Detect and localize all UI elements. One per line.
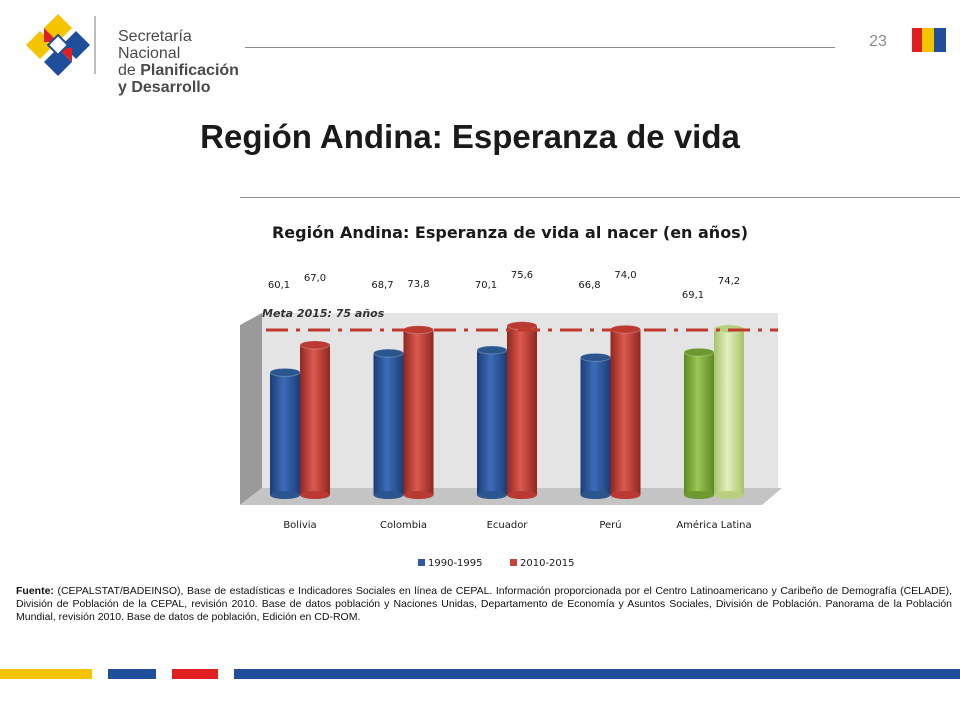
footer-bar-red — [172, 669, 218, 679]
value-label-america-latina-2010-2015: 74,2 — [718, 276, 740, 287]
footer-bar-blue-short — [108, 669, 156, 679]
value-label-bolivia-1990-1995: 60,1 — [268, 280, 290, 291]
value-label-colombia-1990-1995: 68,7 — [371, 280, 393, 291]
bar-bolivia-2010-2015 — [299, 340, 331, 499]
logo-emblem-icon — [26, 14, 90, 76]
bar-colombia-2010-2015 — [403, 325, 434, 499]
footer-bar-blue-long — [234, 669, 960, 679]
logo: Secretaría Nacional de Planificación y D… — [22, 12, 252, 96]
target-line-label: Meta 2015: 75 años — [262, 307, 385, 320]
category-label-peru: Perú — [599, 519, 621, 531]
legend-item-2010-2015: 2010-2015 — [510, 558, 575, 569]
title-divider — [240, 197, 960, 198]
value-label-peru-1990-1995: 66,8 — [578, 280, 600, 291]
chart-side-wall — [240, 313, 262, 505]
flag-stripe-yellow — [922, 28, 934, 52]
legend-swatch — [418, 559, 425, 566]
bar-ecuador-2010-2015 — [506, 321, 538, 499]
value-label-bolivia-2010-2015: 67,0 — [304, 273, 326, 284]
logo-line-3: y Desarrollo — [118, 79, 211, 96]
bar-bolivia-1990-1995 — [269, 367, 301, 499]
life-expectancy-chart: Región Andina: Esperanza de vida al nace… — [240, 223, 782, 569]
logo-text: Secretaría Nacional de Planificación y D… — [118, 28, 252, 96]
category-label-colombia: Colombia — [380, 520, 427, 531]
legend-label: 2010-2015 — [520, 558, 575, 569]
bar-colombia-1990-1995 — [373, 348, 404, 499]
logo-line-1: Secretaría Nacional — [118, 28, 192, 62]
category-label-ecuador: Ecuador — [487, 520, 529, 531]
legend-item-1990-1995: 1990-1995 — [418, 558, 483, 569]
logo-line-2-bold: Planificación — [140, 62, 239, 79]
legend-label: 1990-1995 — [428, 558, 483, 569]
slide-title: Región Andina: Esperanza de vida — [200, 118, 740, 155]
category-label-bolivia: Bolivia — [283, 520, 316, 531]
legend-swatch — [510, 559, 517, 566]
value-label-america-latina-1990-1995: 69,1 — [682, 290, 704, 301]
logo-line-2-prefix: de — [118, 62, 141, 79]
value-label-ecuador-1990-1995: 70,1 — [475, 280, 497, 291]
source-label: Fuente: — [16, 585, 54, 597]
footer-bar-yellow — [0, 669, 92, 679]
value-label-peru-2010-2015: 74,0 — [614, 270, 636, 281]
bar-america-latina-2010-2015 — [713, 324, 745, 499]
source-note: Fuente: (CEPALSTAT/BADEINSO), Base de es… — [16, 585, 952, 624]
value-label-ecuador-2010-2015: 75,6 — [511, 270, 533, 281]
bar-america-latina-1990-1995 — [683, 347, 715, 499]
source-text: (CEPALSTAT/BADEINSO), Base de estadístic… — [16, 585, 952, 623]
bar-peru-1990-1995 — [580, 352, 611, 499]
value-label-colombia-2010-2015: 73,8 — [407, 279, 429, 290]
chart-title: Región Andina: Esperanza de vida al nace… — [272, 223, 748, 242]
category-label-america-latina: América Latina — [676, 519, 751, 531]
flag-stripe-blue — [934, 28, 946, 52]
bar-ecuador-1990-1995 — [476, 345, 508, 499]
bar-peru-2010-2015 — [610, 324, 641, 499]
page-number: 23 — [869, 33, 887, 50]
header-divider — [245, 47, 835, 48]
flag-stripe-red — [912, 28, 922, 52]
